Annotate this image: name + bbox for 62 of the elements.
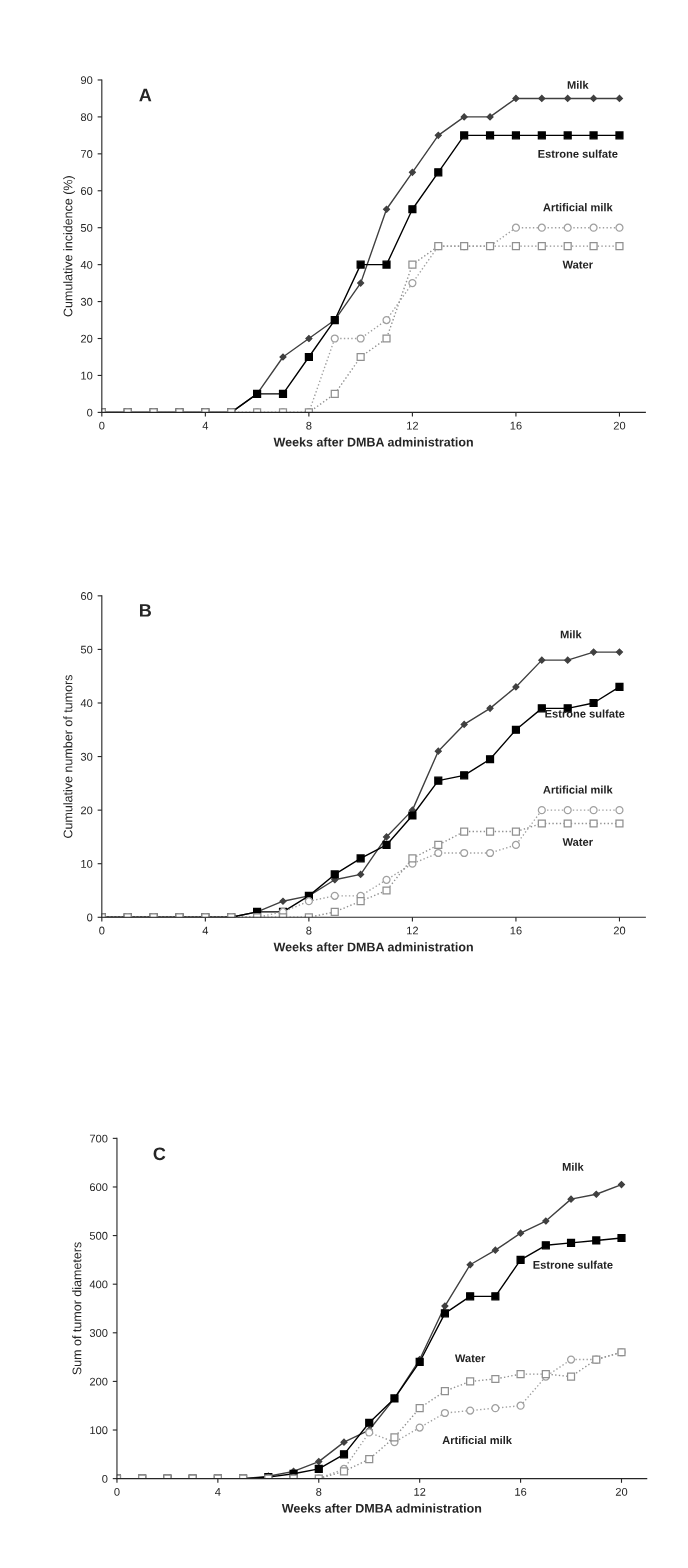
y-axis-title: Sum of tumor diameters (72, 1242, 82, 1375)
series-label: Artificial milk (442, 1435, 512, 1445)
series-label: Milk (560, 630, 582, 639)
x-axis-title: Weeks after DMBA administration (273, 942, 473, 952)
y-tick-label: 30 (80, 752, 93, 761)
chart-title: C (153, 1147, 166, 1161)
x-tick-label: 20 (613, 926, 626, 935)
chart-title: B (139, 604, 151, 617)
series-label: Artificial milk (543, 203, 613, 212)
y-tick-label: 10 (81, 371, 93, 380)
series-label: Water (454, 1354, 486, 1363)
text: Milk (562, 1162, 584, 1171)
x-tick-label: 8 (306, 926, 312, 935)
x-tick-label: 8 (316, 1487, 322, 1496)
x-tick-label: 16 (510, 926, 522, 935)
y-tick-label: 400 (89, 1280, 108, 1289)
y-tick-label: 30 (80, 297, 93, 306)
series-label: Estrone sulfate (533, 1260, 613, 1269)
y-tick-label: 0 (87, 913, 93, 922)
y-tick-label: 200 (89, 1377, 108, 1386)
x-tick-label: 16 (510, 421, 522, 430)
x-tick-label: 12 (414, 1487, 426, 1496)
series-label: Water (562, 260, 593, 269)
x-axis-title: Weeks after DMBA administration (273, 437, 473, 447)
series-label: Artificial milk (543, 785, 613, 794)
x-tick-label: 4 (215, 1488, 221, 1496)
y-tick-label: 10 (81, 859, 93, 868)
x-tick-label: 12 (407, 421, 419, 430)
x-tick-label: 4 (202, 421, 209, 430)
y-tick-label: 100 (90, 1426, 108, 1435)
x-tick-label: 16 (515, 1487, 527, 1496)
y-tick-label: 20 (81, 334, 93, 343)
x-tick-label: 8 (306, 421, 312, 430)
y-axis-title: Cumulative incidence (%) (63, 176, 75, 317)
y-tick-label: 40 (80, 260, 93, 269)
y-tick-label: 500 (89, 1231, 108, 1240)
y-tick-label: 0 (102, 1474, 108, 1483)
series-label: Estrone sulfate (538, 149, 618, 158)
x-tick-label: 12 (407, 926, 419, 935)
y-tick-label: 300 (89, 1329, 108, 1337)
y-tick-label: 50 (80, 645, 93, 654)
series-label: Estrone sulfate (545, 709, 625, 718)
y-tick-label: 60 (81, 592, 93, 600)
y-tick-label: 80 (80, 113, 93, 122)
y-tick-label: 700 (89, 1134, 108, 1143)
x-tick-label: 20 (613, 421, 626, 430)
y-tick-label: 20 (81, 806, 93, 815)
chart-title: A (139, 88, 152, 102)
y-tick-label: 50 (80, 223, 93, 232)
x-axis-title: Weeks after DMBA administration (281, 1503, 482, 1513)
x-tick-label: 20 (615, 1487, 628, 1496)
y-tick-label: 0 (87, 408, 93, 417)
series-label: Milk (567, 80, 589, 89)
x-tick-label: 4 (202, 926, 209, 935)
x-tick-label: 0 (114, 1487, 120, 1496)
y-tick-label: 60 (81, 187, 93, 195)
y-tick-label: 90 (80, 76, 93, 85)
y-tick-label: 70 (81, 150, 93, 158)
y-axis-title: Cumulative number of tumors (63, 675, 73, 838)
y-tick-label: 600 (89, 1183, 108, 1192)
series-label: Water (562, 838, 593, 846)
y-tick-label: 40 (80, 699, 93, 708)
